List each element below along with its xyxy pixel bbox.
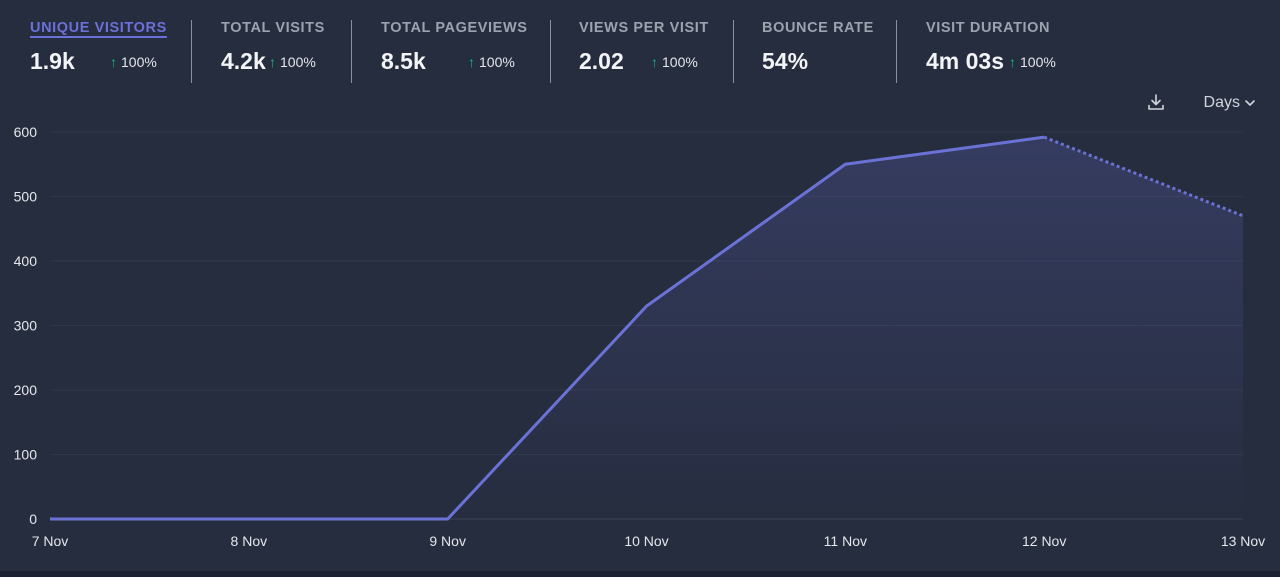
stat-divider <box>191 20 192 83</box>
stat-label: Total Pageviews <box>381 20 528 36</box>
y-tick-label: 100 <box>14 447 38 463</box>
stat-label: Bounce Rate <box>762 20 874 36</box>
stat-value: 2.02 <box>579 48 624 74</box>
stat-change: ↑ 100% <box>468 54 515 70</box>
stat-label: Total Visits <box>221 20 325 36</box>
stat-views-per-visit[interactable]: Views Per Visit 2.02 ↑ 100% <box>579 20 709 84</box>
stat-label: Visit Duration <box>926 20 1051 36</box>
stat-change: ↑ 100% <box>110 54 157 70</box>
arrow-up-icon: ↑ <box>1009 54 1016 70</box>
stat-value: 54% <box>762 48 809 74</box>
arrow-up-icon: ↑ <box>110 54 117 70</box>
arrow-up-icon: ↑ <box>468 54 475 70</box>
x-tick-label: 9 Nov <box>429 533 466 549</box>
x-tick-label: 11 Nov <box>824 533 867 549</box>
stat-value: 1.9k <box>30 48 75 74</box>
arrow-up-icon: ↑ <box>269 54 276 70</box>
x-tick-label: 8 Nov <box>231 533 268 549</box>
stat-visit-duration[interactable]: Visit Duration 4m 03s ↑ 100% <box>926 20 1056 84</box>
download-icon[interactable] <box>1146 92 1168 114</box>
stat-total-visits[interactable]: Total Visits 4.2k ↑ 100% <box>221 20 325 84</box>
x-tick-label: 10 Nov <box>624 533 668 549</box>
stat-total-pageviews[interactable]: Total Pageviews 8.5k ↑ 100% <box>381 20 528 84</box>
arrow-up-icon: ↑ <box>651 54 658 70</box>
area-fill <box>50 137 1243 519</box>
series-line <box>50 135 1045 521</box>
chevron-down-icon <box>1245 99 1255 106</box>
y-tick-label: 600 <box>14 124 38 140</box>
y-tick-label: 0 <box>29 511 37 527</box>
stat-bounce-rate[interactable]: Bounce Rate 54% <box>762 20 874 84</box>
y-tick-label: 200 <box>14 382 38 398</box>
x-tick-label: 7 Nov <box>32 533 69 549</box>
y-tick-label: 500 <box>14 189 38 205</box>
stat-value: 4m 03s <box>926 48 1005 74</box>
stat-label: Views Per Visit <box>579 20 709 36</box>
stat-divider <box>351 20 352 83</box>
stat-divider <box>896 20 897 83</box>
interval-label: Days <box>1203 94 1240 111</box>
y-tick-label: 300 <box>14 318 38 334</box>
visitors-line-chart[interactable]: 0 100 200 300 400 500 600 7 Nov 8 Nov 9 Nov 10 No… <box>0 115 1280 565</box>
stat-change: ↑ 100% <box>1009 54 1056 70</box>
stat-value: 4.2k <box>221 48 266 74</box>
y-tick-label: 400 <box>14 253 38 269</box>
stat-divider <box>550 20 551 83</box>
stat-divider <box>733 20 734 83</box>
x-tick-label: 13 Nov <box>1221 533 1265 549</box>
stat-value: 8.5k <box>381 48 426 74</box>
stat-label: Unique Visitors <box>30 20 167 36</box>
top-stats: Unique Visitors 1.9k ↑ 100% Total Visits … <box>0 0 1280 90</box>
x-tick-label: 12 Nov <box>1022 533 1066 549</box>
stat-change: ↑ 100% <box>269 54 316 70</box>
stat-unique-visitors[interactable]: Unique Visitors 1.9k ↑ 100% <box>30 20 167 84</box>
stat-change: ↑ 100% <box>651 54 698 70</box>
interval-picker[interactable]: Days <box>1204 94 1256 112</box>
